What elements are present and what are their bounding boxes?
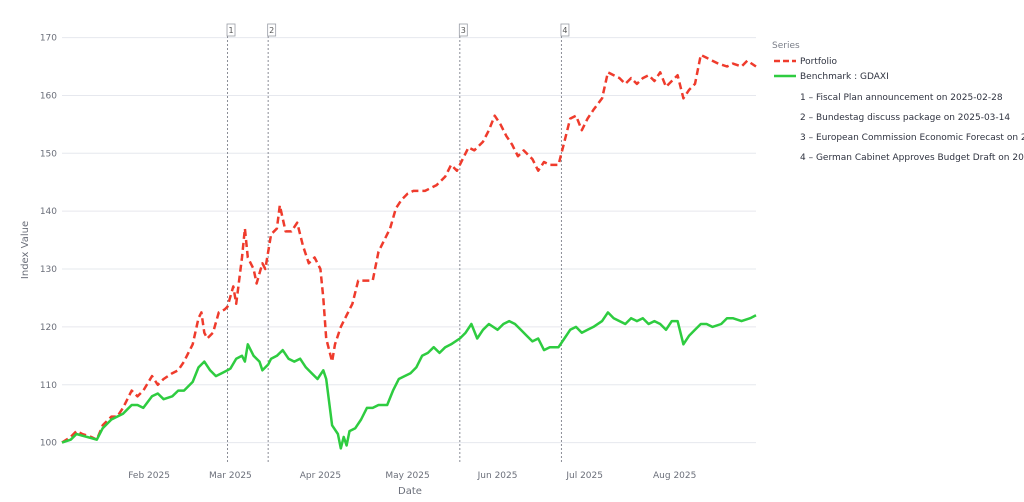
y-tick-label: 100 [40, 439, 57, 449]
x-tick-label: Jul 2025 [565, 471, 603, 481]
y-tick-label: 160 [40, 91, 57, 101]
legend-title: Series [772, 41, 800, 51]
series-lines [61, 53, 757, 450]
legend-event-entries: 1 – Fiscal Plan announcement on 2025-02-… [800, 93, 1024, 163]
event-marker-label: 2 [269, 26, 274, 35]
x-tick-label: Jun 2025 [477, 471, 518, 481]
legend-event-label: 1 – Fiscal Plan announcement on 2025-02-… [800, 93, 1003, 103]
event-marker-box [560, 23, 570, 37]
legend-event-label: 2 – Bundestag discuss package on 2025-03… [800, 113, 1010, 123]
x-tick-label: Aug 2025 [653, 471, 696, 481]
legend-series-label: Benchmark : GDAXI [800, 72, 889, 82]
y-tick-label: 120 [40, 323, 57, 333]
event-markers: 1 2 3 4 [226, 23, 570, 462]
x-tick-label: Mar 2025 [209, 471, 252, 481]
y-tick-label: 110 [40, 381, 57, 391]
y-tick-label: 140 [40, 207, 57, 217]
event-marker-box [226, 23, 236, 37]
y-tick-label: 170 [40, 34, 57, 44]
legend-event-label: 4 – German Cabinet Approves Budget Draft… [800, 153, 1024, 163]
legend-series-entries: Portfolio Benchmark : GDAXI [774, 57, 889, 82]
y-tick-label: 130 [40, 265, 57, 275]
series-line [61, 311, 757, 450]
x-tick-label: May 2025 [385, 471, 429, 481]
y-tick-label: 150 [40, 149, 57, 159]
x-axis-ticks: Feb 2025 Mar 2025 Apr 2025 May 2025 Jun 2025… [128, 471, 696, 481]
event-marker-label: 1 [228, 26, 233, 35]
event-marker-label: 3 [461, 26, 466, 35]
grid-lines [62, 37, 756, 444]
x-tick-label: Apr 2025 [300, 471, 341, 481]
y-axis-title: Index Value [20, 221, 31, 279]
series-line [61, 53, 757, 444]
legend: Series Portfolio Benchmark : GDAXI 1 – Fi… [772, 41, 1024, 163]
event-marker-label: 4 [562, 26, 567, 35]
event-marker-box [267, 23, 277, 37]
legend-series-label: Portfolio [800, 57, 838, 67]
y-axis-ticks: 100 110 120 130 140 150 160 170 [40, 34, 57, 449]
event-marker-box [458, 23, 468, 37]
x-axis-title: Date [398, 486, 422, 497]
legend-event-label: 3 – European Commission Economic Forecas… [800, 133, 1024, 143]
x-tick-label: Feb 2025 [128, 471, 170, 481]
